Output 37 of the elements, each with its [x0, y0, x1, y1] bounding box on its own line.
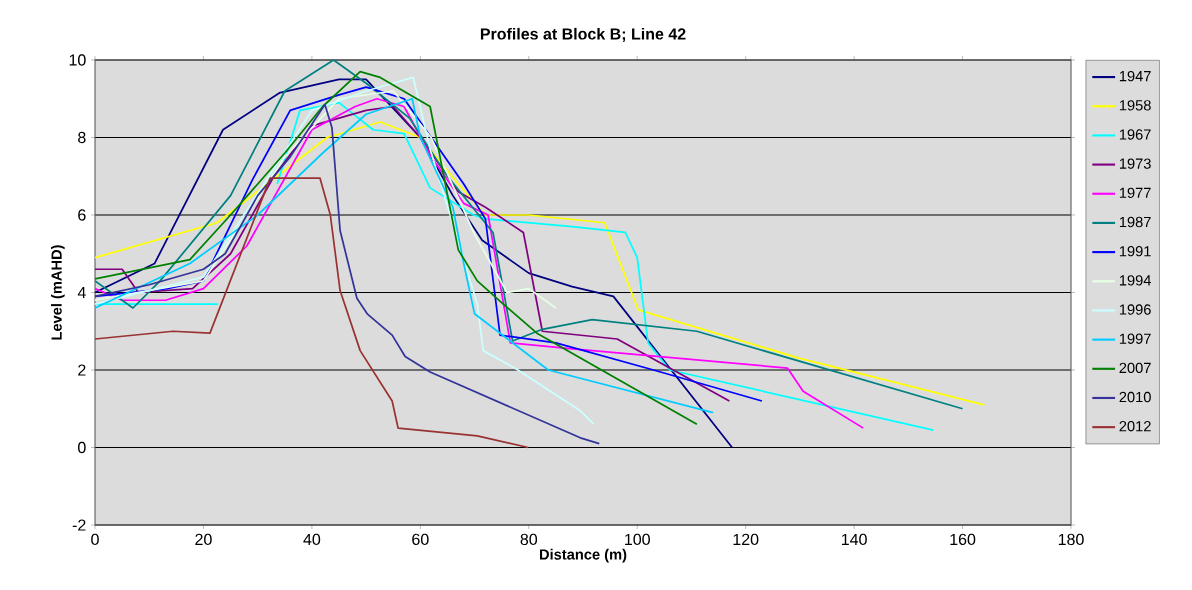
x-tick-label: 140: [841, 533, 867, 546]
line-series: [95, 60, 964, 410]
x-tick-label: 60: [412, 533, 429, 546]
legend-label: 1996: [1119, 304, 1151, 315]
legend-label: 1997: [1119, 333, 1151, 344]
legend-label: 1967: [1119, 129, 1151, 140]
legend-label: 1947: [1119, 70, 1151, 82]
legend-label: 1991: [1119, 246, 1151, 257]
line-series: [95, 121, 986, 406]
legend-label: 2010: [1119, 391, 1151, 403]
legend-label: 2007: [1119, 362, 1151, 374]
y-tick-label: 2: [78, 364, 86, 376]
legend-label: 1987: [1119, 216, 1151, 228]
x-tick-label: 20: [195, 533, 212, 546]
y-tick-label: 10: [69, 54, 86, 66]
chart-title: Profiles at Block B; Line 42: [480, 27, 686, 42]
line-series: [95, 177, 530, 449]
y-axis-title: Level (mAHD): [51, 245, 65, 340]
x-tick-label: 120: [733, 533, 759, 546]
x-tick-label: 0: [91, 533, 99, 546]
x-axis-title: Distance (m): [539, 548, 627, 563]
y-tick-label: 4: [77, 287, 86, 298]
legend-label: 1973: [1119, 158, 1151, 169]
y-tick-label: 0: [78, 441, 86, 454]
x-tick-label: 160: [950, 533, 976, 546]
y-tick-label: -2: [72, 519, 86, 531]
legend-label: 2012: [1119, 421, 1151, 432]
y-tick-label: 8: [78, 131, 86, 144]
x-tick-label: 180: [1058, 533, 1084, 546]
legend-label: 1958: [1119, 100, 1151, 111]
x-tick-label: 80: [520, 533, 538, 546]
x-tick-label: 40: [303, 533, 321, 546]
y-tick-label: 6: [78, 209, 86, 221]
x-tick-label: 100: [625, 533, 650, 546]
legend-label: 1977: [1119, 187, 1151, 199]
line-series: [95, 90, 557, 309]
legend-label: 1994: [1119, 275, 1151, 286]
